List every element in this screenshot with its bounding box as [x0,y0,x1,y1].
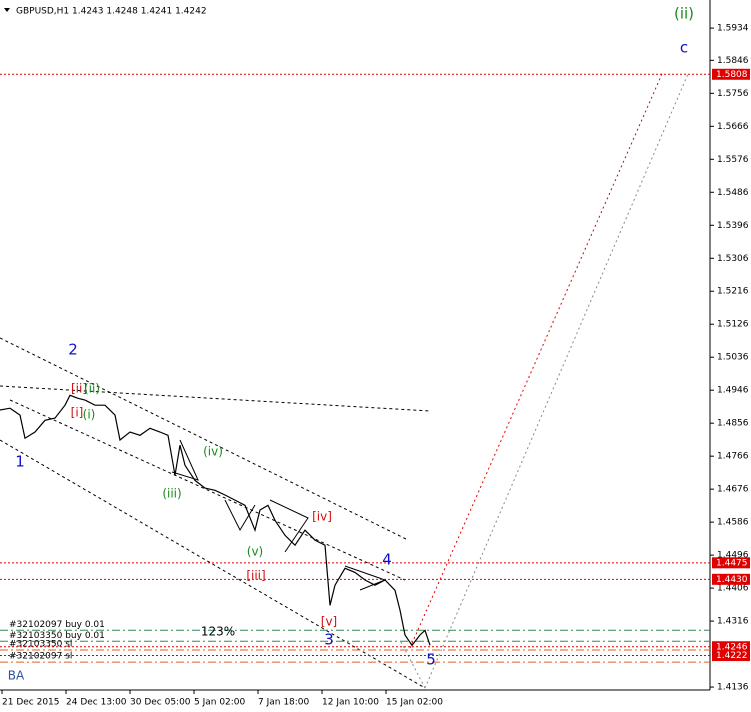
order-label: #32102097 sl [9,652,72,662]
wave-label: [ii] [71,382,87,396]
x-tick-label: 7 Jan 18:00 [258,698,310,708]
wave-label: 3 [324,631,334,649]
wave-label: [iv] [312,510,332,524]
wave-label: c [680,39,688,57]
x-tick-label: 12 Jan 10:00 [322,698,379,708]
wave-label: 2 [68,341,78,359]
x-tick-label: 30 Dec 05:00 [130,698,191,708]
price-level-box [712,68,750,80]
order-label: #32103350 sl [9,640,72,650]
y-tick-label: 1.4766 [717,452,749,462]
y-tick-label: 1.5576 [717,155,749,165]
wave-label: [i] [71,406,84,420]
wave-label: BA [8,669,25,683]
channel-upper [0,337,409,541]
projection-gray [424,73,689,689]
wave-label: (ii) [674,5,694,23]
order-label: #32102097 buy 0.01 [9,620,105,630]
wave-label: 5 [426,651,436,669]
price-line [0,394,431,647]
y-tick-label: 1.4676 [717,485,749,495]
price-level-box [712,641,750,653]
chart-title: GBPUSD,H1 1.4243 1.4248 1.4241 1.4242 [16,7,207,17]
price-level-label: 1.4475 [716,558,748,568]
triangle [224,499,256,532]
y-tick-label: 1.4136 [717,683,749,693]
y-tick-label: 1.5126 [717,320,749,330]
x-tick-label: 15 Jan 02:00 [386,698,443,708]
wave-label: [v] [321,615,337,629]
x-tick-label: 24 Dec 13:00 [66,698,127,708]
wave-label: (v) [247,545,263,559]
triangle [269,499,309,553]
wave-label: (i) [83,408,96,422]
wave-label: 1 [15,453,25,471]
wave-label: 4 [382,551,392,569]
y-tick-label: 1.4406 [717,584,749,594]
y-tick-label: 1.4586 [717,518,749,528]
projection-gray-base [399,639,426,689]
title-arrow [4,8,10,12]
channel-mid [9,399,406,581]
y-tick-label: 1.5486 [717,188,749,198]
y-tick-label: 1.5666 [717,122,749,132]
x-tick-label: 21 Dec 2015 [2,698,60,708]
y-tick-label: 1.4496 [717,551,749,561]
y-tick-label: 1.5756 [717,89,749,99]
y-tick-label: 1.4856 [717,419,749,429]
price-level-box [712,650,750,662]
wave-label: (iii) [162,487,181,501]
y-tick-label: 1.5036 [717,353,749,363]
price-level-label: 1.4246 [716,642,748,652]
channel-lower [0,439,426,689]
triangle [171,439,199,481]
y-tick-label: 1.4316 [717,617,749,627]
x-tick-label: 5 Jan 02:00 [194,698,246,708]
price-level-label: 1.5808 [716,70,748,80]
price-level-box [712,573,750,585]
channel-lines [0,73,689,689]
price-level-label: 1.4430 [716,575,748,585]
price-level-label: 1.4222 [716,651,748,661]
y-tick-label: 1.4946 [717,386,749,396]
price-level-box [712,557,750,569]
wave-label: 123% [201,625,235,639]
order-label: #32103350 buy 0.01 [9,631,105,641]
y-tick-label: 1.5216 [717,287,749,297]
wave-label: [iii] [246,569,265,583]
y-tick-label: 1.5306 [717,254,749,264]
y-tick-label: 1.5396 [717,221,749,231]
wave-label: (ii) [84,382,100,396]
y-tick-label: 1.5934 [717,24,749,34]
y-tick-label: 1.5846 [717,56,749,66]
wave-label: (iv) [203,445,223,459]
